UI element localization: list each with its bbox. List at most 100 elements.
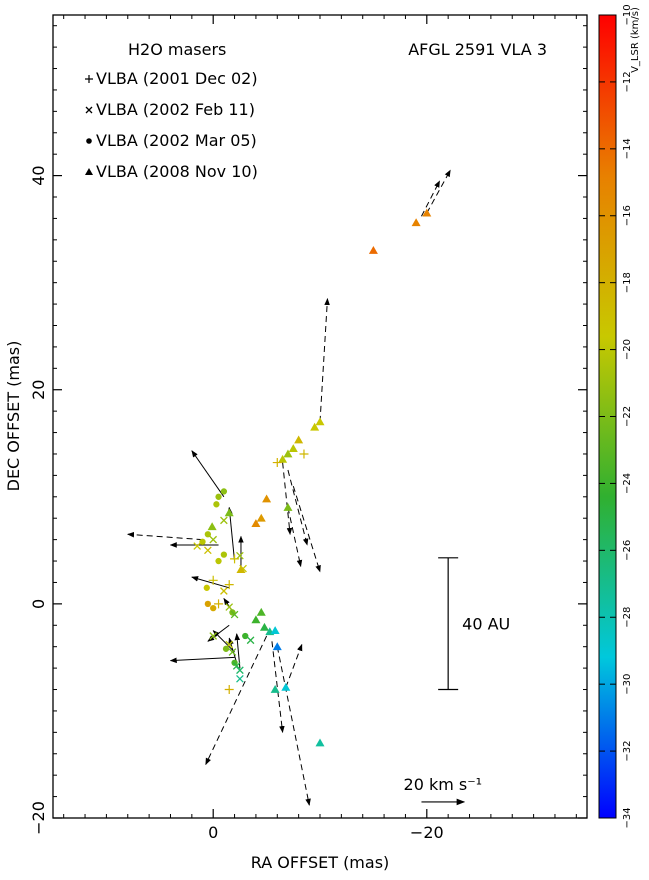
maser-spot [220, 551, 228, 558]
axis-ticks: 0 −20 −20 0 20 40 [29, 15, 587, 842]
maser-spot [259, 622, 269, 631]
maser-spot [272, 458, 282, 468]
colorbar-tick-label: −12 [622, 71, 633, 92]
maser-spot [210, 604, 217, 612]
colorbar-tick-label: −14 [622, 138, 633, 159]
y-tick-label: 20 [29, 380, 48, 400]
maser-spot [213, 501, 220, 508]
maser-spot [310, 422, 320, 431]
y-tick-label: 40 [29, 165, 48, 185]
legend-marker-cross [85, 106, 93, 114]
maser-spot [224, 580, 234, 590]
maser-spot [204, 546, 212, 555]
maser-spot [294, 435, 304, 444]
maser-spot [251, 615, 261, 624]
colorbar-tick-label: −30 [622, 674, 633, 695]
maser-spot [220, 488, 228, 495]
legend-marker-plus [85, 75, 93, 83]
maser-spot [199, 538, 206, 545]
maser-spot [228, 648, 237, 656]
colorbar-tick-label: −28 [622, 607, 633, 628]
maser-spot [270, 626, 280, 635]
colorbar-tick-label: −26 [622, 540, 633, 561]
maser-spot [232, 662, 241, 670]
maser-spot [209, 632, 218, 640]
maser-spot [204, 600, 212, 608]
maser-spot [288, 444, 298, 452]
maser-spot [236, 551, 244, 560]
y-axis-label: DEC OFFSET (mas) [4, 341, 23, 492]
maser-spot [193, 542, 202, 550]
maser-spot [215, 493, 222, 500]
proper-motion-arrow [228, 637, 238, 663]
proper-motion-arrow [292, 485, 321, 573]
legend: VLBA (2001 Dec 02) VLBA (2002 Feb 11) VLBA… [85, 69, 258, 181]
proper-motion-arrow [191, 576, 230, 589]
maser-spot [224, 508, 234, 517]
maser-spot [220, 516, 228, 525]
colorbar-tick-label: −20 [622, 339, 633, 360]
y-tick-label: 0 [29, 599, 48, 609]
maser-spot [225, 603, 234, 611]
x-tick-label: −20 [410, 823, 444, 842]
proper-motion-arrow [276, 646, 311, 806]
colorbar-tick-label: −32 [622, 741, 633, 762]
proper-motion-arrows [127, 169, 451, 806]
maser-spot [209, 535, 218, 544]
maser-spot [215, 557, 222, 565]
proper-motion-arrow [205, 635, 268, 766]
proper-motion-arrow [285, 643, 303, 688]
proper-motion-arrow [319, 298, 330, 422]
colorbar-tick-label: −22 [622, 406, 633, 427]
maser-spot [283, 503, 293, 511]
legend-marker-triangle [85, 168, 93, 175]
maser-spot [236, 565, 246, 573]
maser-spot [230, 610, 239, 619]
proper-motion-arrow [212, 630, 235, 653]
maser-spot [203, 584, 210, 591]
maser-spot [262, 494, 272, 503]
maser-spot [236, 674, 244, 683]
legend-title: H2O masers [128, 40, 226, 59]
proper-motion-arrow [227, 506, 236, 562]
proper-motion-arrow [282, 462, 293, 535]
legend-marker-dot [86, 138, 92, 144]
maser-spot [299, 449, 309, 459]
proper-motion-arrow [191, 450, 225, 498]
maser-spot [411, 218, 421, 227]
x-axis-label: RA OFFSET (mas) [251, 853, 390, 872]
proper-motion-arrow [421, 180, 441, 217]
maser-spot [256, 513, 266, 522]
maser-spot [281, 682, 291, 691]
legend-label: VLBA (2001 Dec 02) [96, 69, 258, 88]
chart-title: AFGL 2591 VLA 3 [408, 40, 547, 59]
maser-spot [230, 554, 240, 564]
maser-spot [242, 632, 249, 640]
maser-spot [246, 636, 255, 645]
colorbar-label: V_LSR (km/s) [630, 7, 641, 73]
maser-spot [270, 685, 280, 693]
proper-motion-arrow [169, 656, 235, 664]
maser-spot [207, 522, 217, 531]
maser-spot [220, 587, 228, 595]
proper-motion-arrow [271, 641, 285, 734]
maser-spot [236, 666, 244, 675]
maser-spot [208, 575, 218, 585]
maser-spot [368, 246, 378, 254]
proper-motion-arrow [426, 169, 451, 214]
colorbar-tick-label: −18 [622, 272, 633, 293]
maser-spot [231, 659, 238, 666]
x-tick-label: 0 [208, 823, 218, 842]
proper-motion-arrow [127, 531, 203, 541]
maser-spot [214, 599, 224, 609]
maser-spot [283, 449, 293, 458]
scale-bar-label: 40 AU [462, 615, 510, 634]
maser-spot [272, 642, 282, 651]
maser-spot [222, 645, 230, 652]
colorbar-tick-label: −10 [622, 4, 633, 25]
legend-label: VLBA (2008 Nov 10) [96, 162, 258, 181]
velocity-reference-label: 20 km s⁻¹ [404, 775, 483, 794]
proper-motion-arrow [287, 507, 303, 568]
